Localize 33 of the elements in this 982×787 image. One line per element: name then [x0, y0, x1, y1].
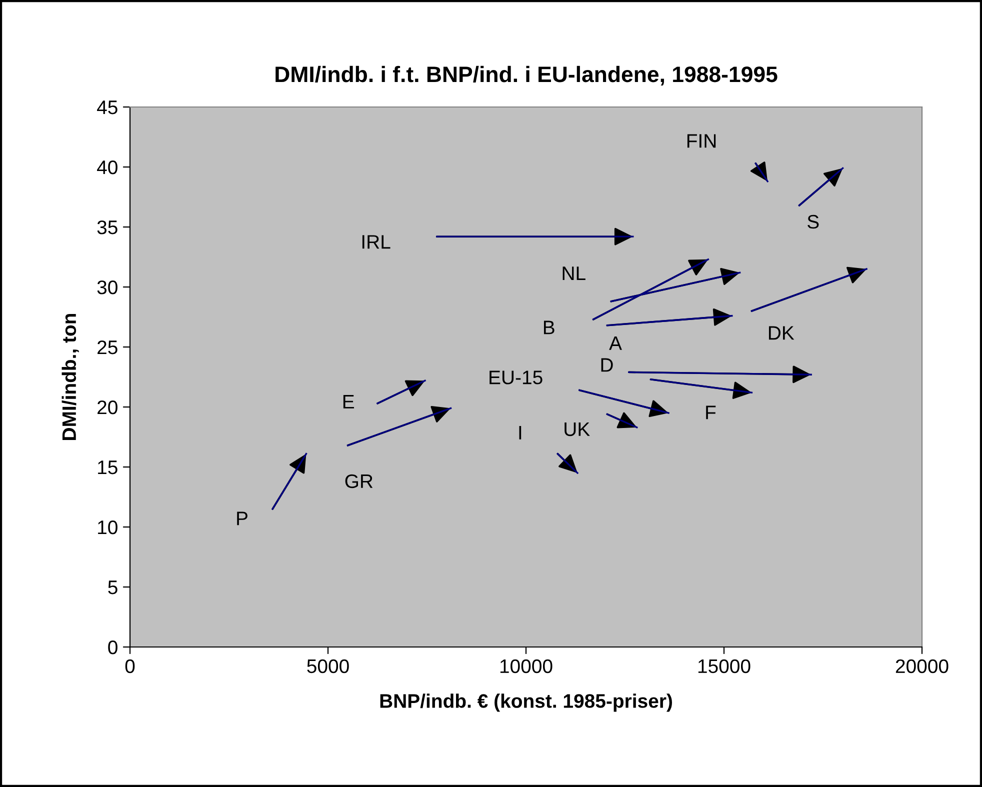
text: IRL [362, 235, 390, 249]
series-label: S [808, 214, 819, 229]
x-tick-label: 20000 [896, 659, 948, 674]
y-tick-label: 30 [97, 280, 118, 294]
series-label: NL [562, 266, 586, 280]
text: FIN [687, 134, 716, 148]
y-tick-label: 40 [97, 160, 118, 174]
text: B [544, 320, 554, 334]
series-label: D [601, 358, 613, 372]
y-tick-label: 35 [97, 220, 118, 234]
y-axis-title: DMI/indb., ton [62, 314, 79, 440]
y-tick-label: 45 [97, 100, 118, 114]
series-label: A [609, 336, 622, 350]
x-tick-label: 10000 [500, 659, 552, 674]
series-label: DK [768, 326, 794, 340]
y-tick-label: 10 [98, 520, 118, 534]
chart-title: DMI/indb. i f.t. BNP/ind. i EU-landene, 1988-1995 [276, 66, 778, 86]
series-label: UK [564, 422, 590, 436]
x-axis-title: BNP/indb. € (konst. 1985-priser) [380, 694, 672, 712]
y-tick-label: 20 [98, 400, 118, 414]
series-label: P [237, 512, 248, 526]
x-tick-label: 0 [125, 659, 135, 674]
y-tick-label: 25 [98, 340, 118, 354]
x-tick-label: 15000 [698, 659, 750, 674]
x-tick-label: 5000 [307, 659, 349, 674]
series-label: EU-15 [490, 370, 542, 384]
y-tick-label: 5 [108, 580, 118, 594]
y-tick-label: 0 [108, 640, 118, 654]
series-label: F [706, 406, 716, 420]
series-label: E [343, 395, 354, 408]
text: I [519, 426, 522, 440]
series-label: GR [345, 474, 373, 488]
y-tick-label: 15 [98, 460, 118, 474]
